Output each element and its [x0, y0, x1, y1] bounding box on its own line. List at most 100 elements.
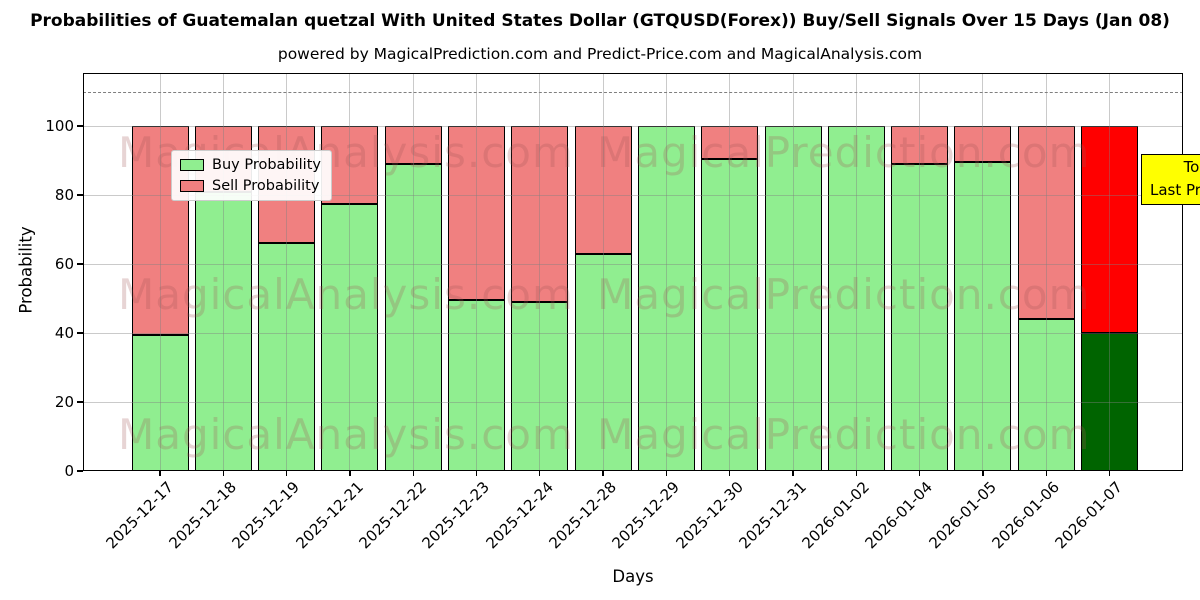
y-tick-label: 60: [54, 254, 74, 273]
x-tick-label-text: 2025-12-18: [165, 478, 241, 553]
y-tick-label: 100: [45, 116, 74, 135]
x-tick-label-text: 2025-12-29: [608, 478, 684, 553]
x-tick-label-text: 2025-12-19: [228, 478, 304, 553]
gridline-vertical: [222, 73, 224, 471]
x-tick: [602, 471, 604, 476]
x-tick: [855, 471, 857, 476]
x-tick: [918, 471, 921, 476]
legend-label-sell: Sell Probability: [212, 178, 320, 194]
x-tick-label-text: 2025-12-22: [355, 478, 430, 553]
bar-buy-2025-12-22: [384, 164, 442, 471]
x-tick: [1045, 471, 1047, 476]
x-tick: [1108, 471, 1111, 476]
x-tick: [982, 471, 984, 476]
x-tick-label-text: 2025-12-30: [672, 478, 747, 553]
x-tick: [285, 471, 288, 476]
y-tick: [77, 470, 83, 472]
gridline-horizontal: [83, 194, 1183, 196]
bar-buy-2025-12-31: [764, 126, 822, 471]
legend-swatch-sell-icon: [180, 180, 204, 192]
y-axis-label: Probability: [16, 226, 36, 314]
x-tick-label-text: 2026-01-07: [1051, 478, 1127, 553]
gridline-vertical: [349, 73, 351, 471]
y-tick: [77, 125, 83, 127]
bar-buy-2025-12-29: [637, 126, 695, 471]
x-tick: [539, 471, 541, 476]
bar-buy-2025-12-21: [321, 203, 379, 471]
x-tick: [729, 471, 731, 476]
x-tick: [792, 471, 794, 476]
x-tick-label-text: 2026-01-06: [988, 478, 1063, 553]
bar-buy-2026-01-05: [954, 162, 1012, 471]
legend-swatch-buy-icon: [180, 159, 204, 171]
bar-sell-2025-12-30: [701, 126, 759, 159]
gridline-horizontal: [83, 263, 1183, 265]
x-tick: [349, 471, 351, 476]
gridline-vertical: [159, 73, 161, 471]
bar-buy-2025-12-30: [701, 158, 759, 471]
legend-label-buy: Buy Probability: [212, 157, 321, 173]
gridline-vertical: [1045, 73, 1047, 471]
bar-buy-2025-12-28: [574, 253, 632, 471]
gridline-vertical: [919, 73, 921, 471]
bar-sell-2026-01-04: [891, 126, 949, 165]
x-tick: [412, 471, 414, 476]
bar-sell-2026-01-07: [1081, 126, 1138, 334]
gridline-vertical: [982, 73, 984, 471]
y-tick: [77, 401, 83, 403]
x-tick-label-text: 2025-12-21: [292, 478, 367, 553]
gridline-vertical: [729, 73, 731, 471]
bar-buy-2025-12-24: [511, 302, 569, 471]
gridline-horizontal: [83, 125, 1183, 127]
dashed-threshold-line: [83, 91, 1183, 93]
x-tick-label-text: 2025-12-24: [482, 478, 557, 553]
gridline-horizontal: [83, 401, 1183, 403]
x-tick-label-text: 2025-12-17: [102, 478, 177, 553]
x-tick-label-text: 2026-01-02: [798, 478, 874, 553]
y-tick-label: 80: [54, 185, 74, 204]
y-tick: [77, 332, 83, 334]
bar-buy-2026-01-02: [827, 126, 885, 471]
gridline-vertical: [792, 73, 794, 471]
gridline-horizontal: [83, 332, 1183, 334]
bar-sell-2025-12-22: [384, 126, 442, 165]
gridline-vertical: [665, 73, 667, 471]
gridline-vertical: [602, 73, 604, 471]
x-tick: [222, 471, 224, 476]
bar-buy-2026-01-07: [1081, 333, 1138, 471]
gridline-vertical: [855, 73, 857, 471]
bar-sell-2025-12-28: [574, 126, 632, 254]
x-tick-label-text: 2025-12-31: [735, 478, 810, 553]
x-tick-label-text: 2026-01-04: [861, 478, 937, 553]
gridline-vertical: [1109, 73, 1110, 471]
bar-buy-2025-12-17: [131, 334, 189, 471]
plot-area: MagicalAnalysis.com MagicalPrediction.com…: [83, 73, 1200, 471]
today-annotation-line2: Last Prediction: [1150, 180, 1200, 199]
legend-item-sell: Sell Probability: [180, 178, 321, 194]
bar-sell-2025-12-23: [448, 126, 505, 301]
x-tick-label-text: 2025-12-23: [418, 478, 494, 553]
y-tick: [77, 194, 83, 196]
bar-buy-2025-12-19: [258, 243, 316, 471]
x-tick-label-text: 2025-12-28: [545, 478, 620, 553]
bar-sell-2025-12-24: [511, 126, 569, 302]
x-tick: [665, 471, 668, 476]
today-annotation-line1: Today: [1183, 158, 1200, 176]
chart-title: Probabilities of Guatemalan quetzal With…: [30, 11, 1170, 31]
gridline-vertical: [476, 73, 477, 471]
x-tick: [475, 471, 478, 476]
bar-sell-2026-01-05: [954, 126, 1012, 163]
bar-buy-2026-01-06: [1017, 319, 1075, 471]
y-tick-label: 20: [54, 392, 74, 411]
y-tick-label: 0: [64, 461, 74, 480]
x-tick: [159, 471, 161, 476]
today-annotation: Today Last Prediction: [1141, 154, 1200, 205]
x-tick-label-text: 2026-01-05: [925, 478, 1000, 553]
gridline-vertical: [539, 73, 541, 471]
bar-sell-2026-01-06: [1017, 126, 1075, 320]
y-tick: [77, 263, 83, 265]
x-axis-label: Days: [612, 567, 654, 586]
gridline-vertical: [412, 73, 414, 471]
legend: Buy Probability Sell Probability: [171, 150, 332, 201]
